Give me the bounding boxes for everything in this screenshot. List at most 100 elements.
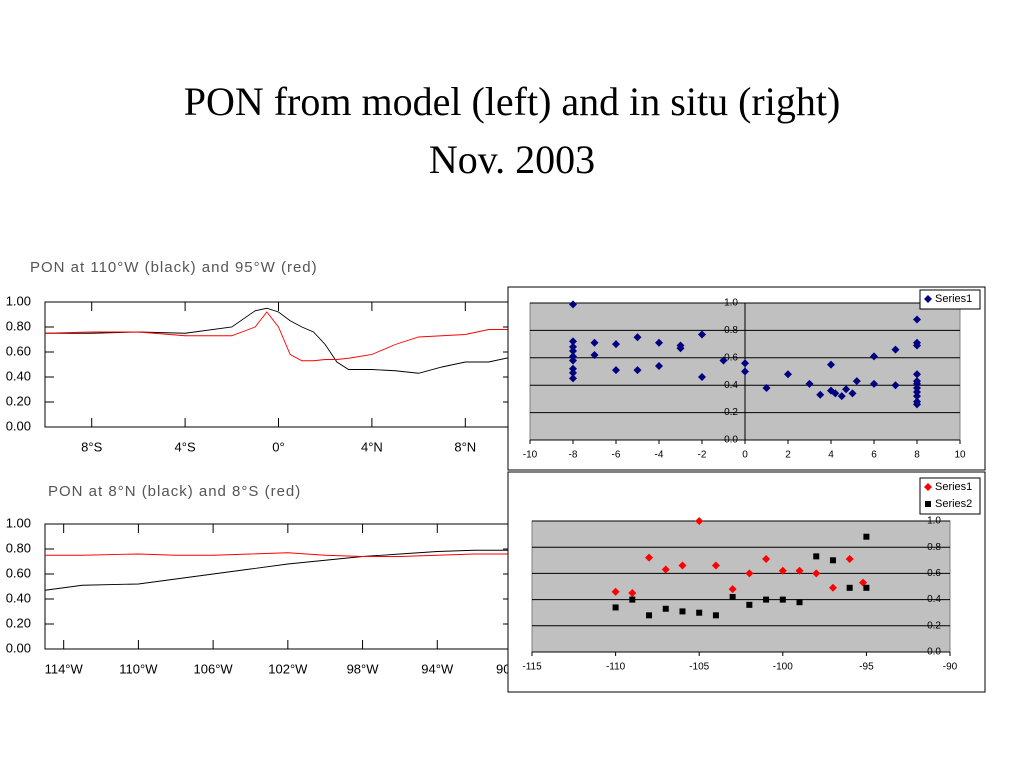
data-point bbox=[913, 400, 921, 409]
x-tick-label: 10 bbox=[954, 450, 966, 461]
legend-label: Series1 bbox=[935, 293, 972, 305]
y-tick-label: 0.2 bbox=[724, 407, 738, 418]
y-tick-label: 0.00 bbox=[6, 418, 31, 433]
x-tick-label: -90 bbox=[943, 662, 958, 673]
data-point bbox=[569, 374, 577, 383]
data-point bbox=[762, 554, 771, 563]
plot-area bbox=[531, 520, 951, 653]
x-tick-label: 98°W bbox=[347, 661, 380, 676]
data-point bbox=[842, 385, 851, 394]
data-point bbox=[569, 346, 577, 355]
data-line bbox=[44, 549, 512, 591]
slide-subtitle: Nov. 2003 bbox=[429, 137, 595, 182]
data-point bbox=[719, 356, 728, 365]
x-tick-label: 8°N bbox=[454, 439, 476, 454]
data-point bbox=[805, 379, 814, 388]
data-point bbox=[569, 364, 577, 373]
y-tick-label: 0.40 bbox=[6, 590, 31, 605]
chart-title: PON at 8°N (black) and 8°S (red) bbox=[48, 483, 301, 500]
x-tick-label: 2 bbox=[785, 450, 791, 461]
x-tick-label: 4°S bbox=[175, 439, 196, 454]
x-tick-label: 6 bbox=[871, 450, 877, 461]
data-point bbox=[778, 566, 787, 575]
data-point bbox=[590, 338, 599, 347]
y-tick-label: 0.6 bbox=[724, 352, 738, 363]
legend-box bbox=[919, 477, 981, 515]
plot-frame bbox=[44, 301, 513, 428]
x-tick-label: -4 bbox=[655, 450, 664, 461]
x-tick-label: -100 bbox=[773, 662, 793, 673]
x-tick-label: -2 bbox=[698, 450, 707, 461]
data-point bbox=[913, 392, 921, 401]
data-point bbox=[698, 330, 706, 339]
data-point bbox=[612, 366, 620, 375]
x-tick-label: 8°S bbox=[81, 439, 102, 454]
data-point bbox=[590, 351, 599, 360]
y-tick-label: 0.40 bbox=[6, 368, 31, 383]
data-point bbox=[633, 366, 642, 375]
data-point bbox=[628, 589, 637, 598]
data-point bbox=[812, 569, 821, 578]
x-tick-label: 8 bbox=[914, 450, 920, 461]
x-tick-label: -6 bbox=[612, 450, 621, 461]
data-point bbox=[795, 566, 804, 575]
x-tick-label: 4 bbox=[828, 450, 834, 461]
legend-label: Series1 bbox=[935, 481, 972, 493]
data-point bbox=[848, 389, 857, 398]
x-tick-label: 110°W bbox=[119, 661, 158, 676]
y-tick-label: 0.8 bbox=[927, 542, 941, 553]
data-line bbox=[45, 552, 512, 557]
data-point bbox=[569, 300, 577, 309]
legend-label: Series2 bbox=[935, 498, 972, 510]
x-tick-label: -105 bbox=[689, 662, 709, 673]
data-point bbox=[696, 609, 703, 616]
chart-title: PON at 110°W (black) and 95°W (red) bbox=[30, 259, 318, 276]
y-tick-label: 1.00 bbox=[6, 293, 31, 308]
data-point bbox=[913, 377, 921, 386]
data-point bbox=[827, 360, 835, 369]
data-point bbox=[741, 359, 749, 368]
x-tick-label: 114°W bbox=[45, 661, 84, 676]
x-tick-label: 102°W bbox=[268, 661, 308, 676]
data-point bbox=[863, 584, 870, 591]
y-tick-label: 0.2 bbox=[927, 620, 941, 631]
data-point bbox=[633, 333, 642, 342]
data-point bbox=[569, 356, 577, 365]
data-point bbox=[655, 362, 663, 371]
x-tick-label: -95 bbox=[859, 662, 874, 673]
plot-frame bbox=[44, 523, 513, 650]
data-point bbox=[728, 585, 737, 594]
data-point bbox=[913, 341, 921, 350]
data-point bbox=[569, 337, 577, 346]
y-tick-label: 0.20 bbox=[6, 615, 31, 630]
data-point bbox=[762, 383, 771, 392]
data-point bbox=[679, 608, 686, 615]
data-point bbox=[852, 377, 861, 386]
y-tick-label: 0.4 bbox=[927, 594, 941, 605]
y-tick-label: 0.4 bbox=[724, 380, 738, 391]
y-tick-label: 0.80 bbox=[6, 318, 31, 333]
data-point bbox=[845, 554, 854, 563]
data-point bbox=[746, 601, 753, 608]
y-tick-label: 0.20 bbox=[6, 393, 31, 408]
slide-title: PON from model (left) and in situ (right… bbox=[184, 79, 841, 124]
data-point bbox=[913, 370, 921, 379]
data-point bbox=[655, 338, 663, 347]
data-point bbox=[569, 352, 577, 361]
data-point bbox=[569, 342, 577, 351]
y-tick-label: 1.00 bbox=[6, 515, 31, 530]
data-point bbox=[863, 533, 870, 540]
data-point bbox=[813, 553, 820, 560]
data-point bbox=[831, 389, 840, 398]
y-tick-label: 0.00 bbox=[6, 640, 31, 655]
legend-box bbox=[919, 289, 981, 310]
x-tick-label: -110 bbox=[606, 662, 626, 673]
data-point bbox=[629, 596, 636, 603]
data-point bbox=[870, 379, 878, 388]
x-tick-label: -8 bbox=[569, 450, 578, 461]
data-point bbox=[741, 367, 749, 376]
x-tick-label: 94°W bbox=[421, 661, 454, 676]
y-tick-label: 0.80 bbox=[6, 540, 31, 555]
x-tick-label: 4°N bbox=[361, 439, 383, 454]
